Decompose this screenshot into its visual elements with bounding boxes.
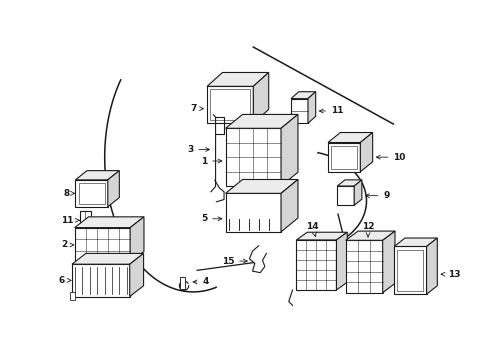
Text: 6: 6 bbox=[58, 276, 71, 285]
Polygon shape bbox=[75, 171, 119, 180]
Polygon shape bbox=[225, 114, 297, 128]
Polygon shape bbox=[290, 99, 307, 123]
Text: 14: 14 bbox=[305, 221, 318, 237]
Polygon shape bbox=[426, 238, 436, 294]
Text: 13: 13 bbox=[440, 270, 460, 279]
Polygon shape bbox=[207, 72, 268, 86]
Polygon shape bbox=[72, 264, 129, 297]
Polygon shape bbox=[307, 92, 315, 123]
Text: 12: 12 bbox=[361, 222, 373, 237]
Polygon shape bbox=[327, 143, 360, 172]
Polygon shape bbox=[281, 114, 297, 186]
Polygon shape bbox=[345, 231, 394, 240]
Text: 11: 11 bbox=[61, 216, 80, 225]
Polygon shape bbox=[225, 128, 281, 186]
Polygon shape bbox=[296, 232, 346, 240]
Polygon shape bbox=[253, 72, 268, 123]
Polygon shape bbox=[337, 180, 361, 186]
Polygon shape bbox=[393, 247, 426, 294]
Text: 8: 8 bbox=[63, 189, 75, 198]
Polygon shape bbox=[129, 253, 143, 297]
Polygon shape bbox=[75, 217, 143, 228]
Polygon shape bbox=[360, 132, 372, 172]
Text: 2: 2 bbox=[61, 240, 74, 249]
Polygon shape bbox=[345, 240, 382, 293]
Text: 11: 11 bbox=[319, 107, 343, 116]
Polygon shape bbox=[290, 92, 315, 99]
Polygon shape bbox=[75, 228, 130, 262]
Polygon shape bbox=[95, 262, 106, 269]
Polygon shape bbox=[353, 180, 361, 205]
Polygon shape bbox=[207, 86, 253, 123]
Polygon shape bbox=[327, 132, 372, 143]
Text: 4: 4 bbox=[193, 278, 208, 287]
Polygon shape bbox=[112, 262, 123, 269]
Text: 3: 3 bbox=[186, 145, 209, 154]
Text: 15: 15 bbox=[221, 257, 247, 266]
Text: 1: 1 bbox=[201, 157, 222, 166]
Polygon shape bbox=[281, 180, 297, 232]
Polygon shape bbox=[225, 193, 281, 232]
Polygon shape bbox=[79, 262, 89, 269]
Polygon shape bbox=[70, 292, 75, 300]
Polygon shape bbox=[130, 217, 143, 262]
Polygon shape bbox=[382, 231, 394, 293]
Polygon shape bbox=[336, 232, 346, 290]
Polygon shape bbox=[337, 186, 353, 205]
Polygon shape bbox=[75, 180, 107, 207]
Polygon shape bbox=[225, 180, 297, 193]
Text: 10: 10 bbox=[376, 153, 405, 162]
Polygon shape bbox=[180, 276, 184, 289]
Text: 7: 7 bbox=[190, 104, 203, 113]
Polygon shape bbox=[393, 238, 436, 247]
Polygon shape bbox=[296, 240, 336, 290]
Polygon shape bbox=[107, 171, 119, 207]
Polygon shape bbox=[72, 253, 143, 264]
Polygon shape bbox=[80, 211, 91, 230]
Text: 5: 5 bbox=[201, 214, 222, 223]
Text: 9: 9 bbox=[365, 191, 389, 200]
